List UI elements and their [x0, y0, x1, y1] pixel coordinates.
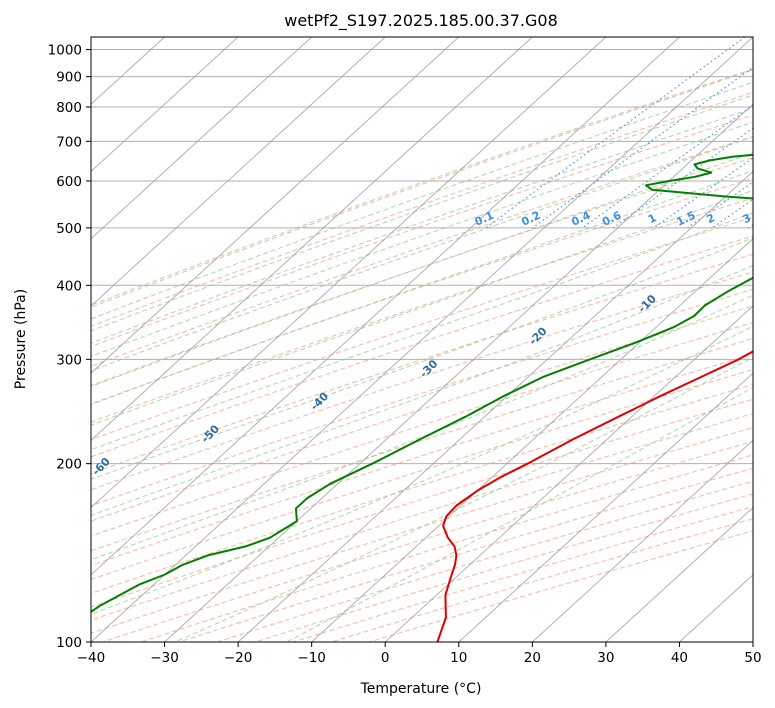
moist-adiabat-line [91, 212, 753, 451]
temperature-profile [436, 350, 753, 642]
isotherm-line [91, 37, 607, 509]
y-tick-label: 700 [56, 134, 82, 150]
moist-adiabat-line [91, 121, 753, 357]
x-axis-title: Temperature (°C) [360, 681, 482, 697]
y-axis-title: Pressure (hPa) [13, 289, 29, 389]
x-tick-label: 40 [671, 650, 688, 666]
dry-adiabat-line [91, 177, 753, 405]
dry-adiabat-line [102, 440, 753, 642]
x-tick-label: −40 [77, 650, 106, 666]
moist-adiabat-label: -40 [308, 390, 331, 413]
isotherm-line [91, 37, 460, 374]
x-tick-label: 50 [744, 650, 761, 666]
isotherm-line [164, 103, 753, 642]
isotherm-line [531, 439, 753, 642]
isotherm-line [91, 37, 313, 240]
moist-adiabat-label: -60 [90, 455, 113, 478]
isotherm-line [752, 641, 753, 642]
dry-adiabat-line [91, 91, 753, 327]
moist-adiabat-label: 0 [749, 264, 764, 279]
mixing-ratio-label: 1 [646, 211, 658, 226]
y-tick-label: 1000 [48, 43, 82, 59]
dry-adiabat-line [91, 288, 753, 507]
moist-adiabat-label: -10 [636, 292, 659, 315]
x-tick-label: 10 [450, 650, 467, 666]
x-tick-label: 20 [524, 650, 541, 666]
isotherm-line [605, 506, 753, 642]
y-tick-label: 300 [56, 352, 82, 368]
moist-adiabat-line [91, 170, 753, 405]
mixing-ratio-label: 0.1 [473, 209, 496, 229]
moist-adiabat-line [91, 136, 753, 372]
isotherm-line [91, 37, 386, 307]
moist-adiabat-label: -70 [0, 487, 4, 510]
dry-adiabat-line [140, 454, 753, 642]
moist-adiabat-line [174, 356, 753, 642]
mixing-ratio-line [582, 104, 753, 229]
dry-adiabat-line [91, 337, 753, 552]
x-axis: −40 −30 −20 −10 0 10 20 30 40 50 [77, 642, 762, 666]
mixing-ratio-label: 0.4 [569, 209, 592, 229]
plot-frame [90, 36, 754, 643]
dry-adiabat-line [178, 467, 753, 642]
dry-adiabat-line [91, 253, 753, 475]
mixing-ratio-line [485, 37, 746, 229]
y-tick-label: 600 [56, 174, 82, 190]
dewpoint-profile [91, 153, 753, 614]
moist-adiabat-line [91, 189, 753, 426]
mixing-ratio-line [687, 181, 753, 229]
isotherm-line [91, 37, 239, 173]
moist-adiabat-line [91, 325, 753, 615]
moist-adiabat-line [91, 237, 753, 480]
moist-adiabat-label: -20 [526, 324, 549, 347]
dry-adiabat-line [91, 305, 753, 522]
moist-adiabat-line [91, 107, 753, 344]
isotherm-line [458, 372, 753, 642]
dry-adiabat-line [91, 68, 753, 306]
isotherm-line [91, 37, 533, 442]
dry-adiabat-line [91, 427, 753, 634]
y-tick-label: 900 [56, 70, 82, 86]
y-axis: 100 200 300 400 500 600 700 800 900 1000 [48, 43, 91, 651]
isotherm-line [91, 37, 753, 642]
dry-adiabat-line [91, 114, 753, 348]
mixing-ratio-line [653, 157, 753, 229]
chart-title: wetPf2_S197.2025.185.00.37.G08 [284, 11, 558, 31]
x-tick-label: −10 [297, 650, 326, 666]
y-tick-label: 500 [56, 221, 82, 237]
y-tick-label: 800 [56, 100, 82, 116]
dry-adiabat-line [91, 235, 753, 458]
plot-area: 0.10.20.40.611.52346810131620253036-100-… [0, 37, 775, 642]
dry-adiabat-line [91, 321, 753, 537]
isotherm-line [91, 37, 680, 576]
mixing-ratio-label: 4 [767, 211, 775, 226]
y-tick-label: 200 [56, 457, 82, 473]
isotherm-line [384, 305, 753, 642]
dry-adiabat-line [91, 353, 753, 566]
moist-adiabat-line [91, 294, 753, 561]
x-tick-label: −20 [224, 650, 253, 666]
y-tick-label: 100 [56, 635, 82, 651]
moist-adiabat-line [91, 69, 753, 308]
x-tick-label: −30 [150, 650, 179, 666]
x-tick-label: 0 [381, 650, 390, 666]
mixing-ratio-label: 0.2 [519, 209, 542, 229]
moist-adiabat-line [91, 94, 753, 332]
isotherm-line [237, 170, 753, 642]
moist-adiabat-line [91, 264, 753, 516]
moist-adiabat-line [286, 386, 753, 642]
moist-adiabat-label: -50 [199, 422, 222, 445]
x-tick-label: 30 [597, 650, 614, 666]
dry-adiabat-line [91, 383, 753, 594]
moist-adiabat-line [91, 152, 753, 388]
dry-adiabat-line [91, 216, 753, 441]
y-tick-label: 400 [56, 278, 82, 294]
moist-adiabat-line [91, 81, 753, 320]
